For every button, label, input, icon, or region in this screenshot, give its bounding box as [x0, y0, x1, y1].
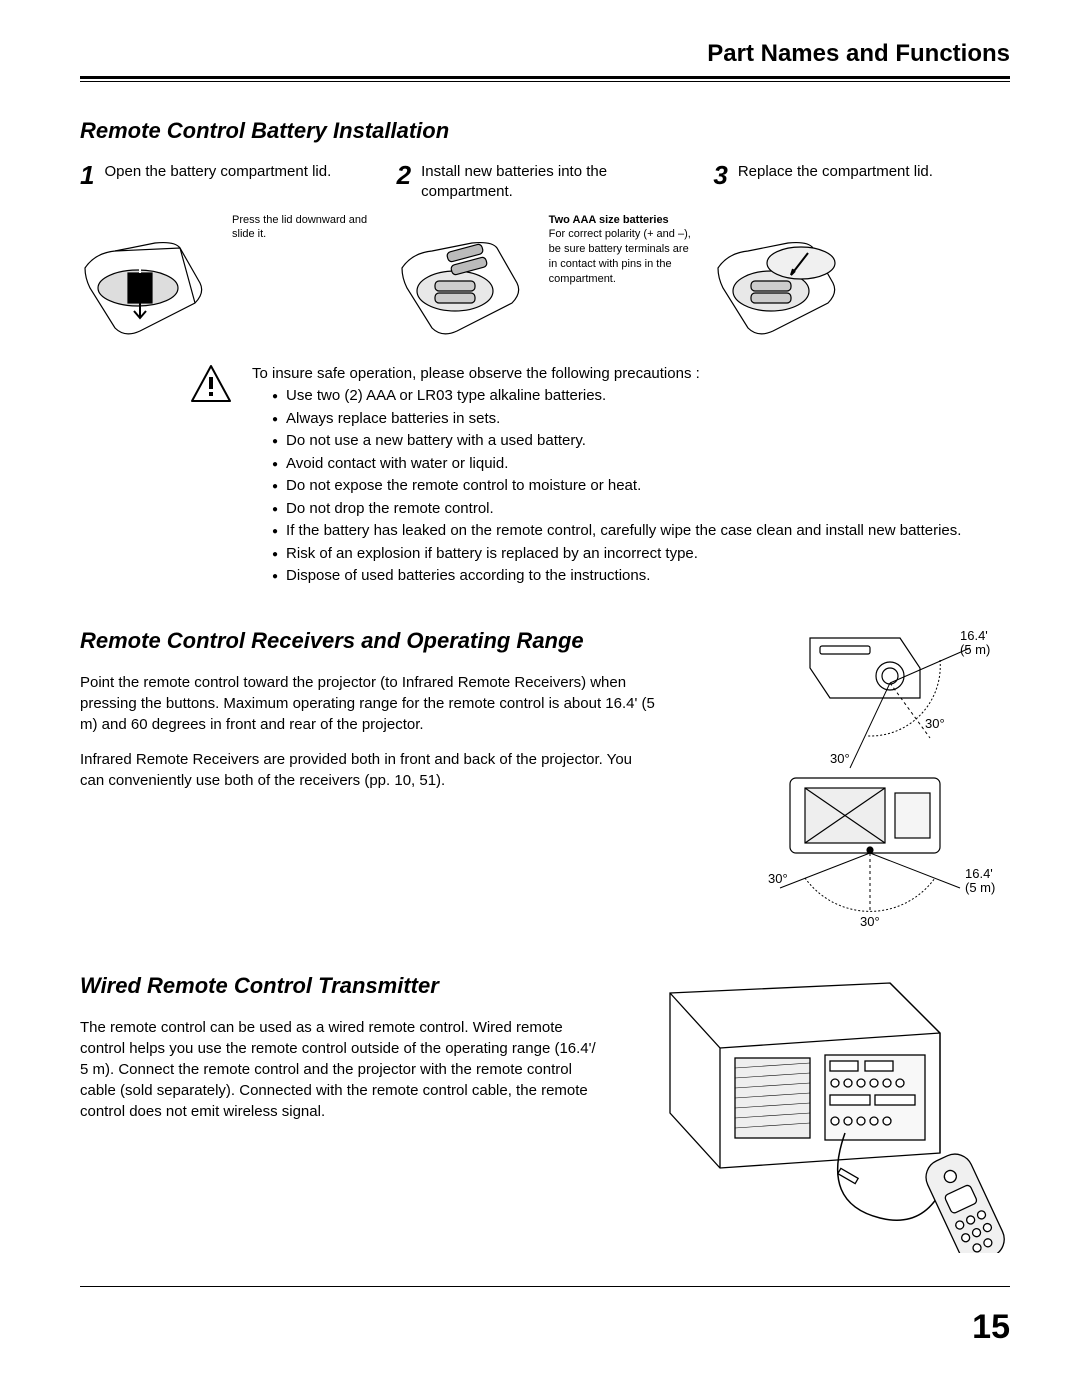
- footer-rule: [80, 1286, 1010, 1287]
- step-text: Open the battery compartment lid.: [104, 162, 331, 182]
- precaution-item: Always replace batteries in sets.: [272, 408, 961, 431]
- precaution-item: Do not drop the remote control.: [272, 498, 961, 521]
- section2-para1: Point the remote control toward the proj…: [80, 672, 660, 735]
- step-text: Replace the compartment lid.: [738, 162, 933, 182]
- section2-para2: Infrared Remote Receivers are provided b…: [80, 749, 660, 791]
- section2-block: Remote Control Receivers and Operating R…: [80, 628, 1010, 933]
- precaution-item: Risk of an explosion if battery is repla…: [272, 543, 961, 566]
- step2-caption: Two AAA size batteries For correct polar…: [549, 213, 694, 343]
- page-header-title: Part Names and Functions: [80, 40, 1010, 79]
- step-num: 2: [397, 162, 411, 188]
- step2-caption-title: Two AAA size batteries: [549, 214, 669, 226]
- precautions-text: To insure safe operation, please observe…: [252, 363, 961, 588]
- angle-label: 30°: [768, 871, 788, 886]
- dist2-label: (5 m): [965, 880, 995, 895]
- step3-col: [713, 213, 1010, 343]
- section1-title: Remote Control Battery Installation: [80, 118, 1010, 144]
- step2-caption-body: For correct polarity (+ and –), be sure …: [549, 228, 691, 285]
- step-1: 1 Open the battery compartment lid.: [80, 162, 377, 203]
- section2-title: Remote Control Receivers and Operating R…: [80, 628, 660, 654]
- remote-close-lid-diagram: [713, 213, 853, 343]
- header-rule: [80, 81, 1010, 82]
- remote-open-lid-diagram: [80, 213, 220, 343]
- step-2: 2 Install new batteries into the compart…: [397, 162, 694, 203]
- wired-remote-diagram: [630, 973, 1010, 1253]
- precautions-intro: To insure safe operation, please observe…: [252, 363, 961, 386]
- page-number: 15: [972, 1308, 1010, 1347]
- angle-label: 30°: [830, 751, 850, 766]
- step-text: Install new batteries into the compartme…: [421, 162, 693, 203]
- step2-col: Two AAA size batteries For correct polar…: [397, 213, 694, 343]
- step-num: 3: [713, 162, 727, 188]
- precaution-item: If the battery has leaked on the remote …: [272, 520, 961, 543]
- step-3: 3 Replace the compartment lid.: [713, 162, 1010, 203]
- precaution-item: Dispose of used batteries according to t…: [272, 565, 961, 588]
- steps-row: 1 Open the battery compartment lid. 2 In…: [80, 162, 1010, 203]
- precautions-list: Use two (2) AAA or LR03 type alkaline ba…: [252, 385, 961, 588]
- warning-icon: [190, 363, 232, 405]
- precaution-item: Use two (2) AAA or LR03 type alkaline ba…: [272, 385, 961, 408]
- section3-title: Wired Remote Control Transmitter: [80, 973, 600, 999]
- remote-insert-batteries-diagram: [397, 213, 537, 343]
- dist-label: 16.4': [965, 866, 993, 881]
- operating-range-diagram: 16.4' (5 m) 30° 30° 30° 30° 16.4: [690, 628, 1010, 928]
- section3-para: The remote control can be used as a wire…: [80, 1017, 600, 1122]
- precaution-item: Avoid contact with water or liquid.: [272, 453, 961, 476]
- precautions-block: To insure safe operation, please observe…: [190, 363, 1010, 588]
- step1-caption: Press the lid downward and slide it.: [232, 213, 377, 343]
- dist-label: 16.4': [960, 628, 988, 643]
- precaution-item: Do not use a new battery with a used bat…: [272, 430, 961, 453]
- step-num: 1: [80, 162, 94, 188]
- precaution-item: Do not expose the remote control to mois…: [272, 475, 961, 498]
- step1-col: Press the lid downward and slide it.: [80, 213, 377, 343]
- angle-label: 30°: [860, 914, 880, 928]
- step-diagrams-row: Press the lid downward and slide it. Two…: [80, 213, 1010, 343]
- angle-label: 30°: [925, 716, 945, 731]
- dist2-label: (5 m): [960, 642, 990, 657]
- section3-block: Wired Remote Control Transmitter The rem…: [80, 973, 1010, 1258]
